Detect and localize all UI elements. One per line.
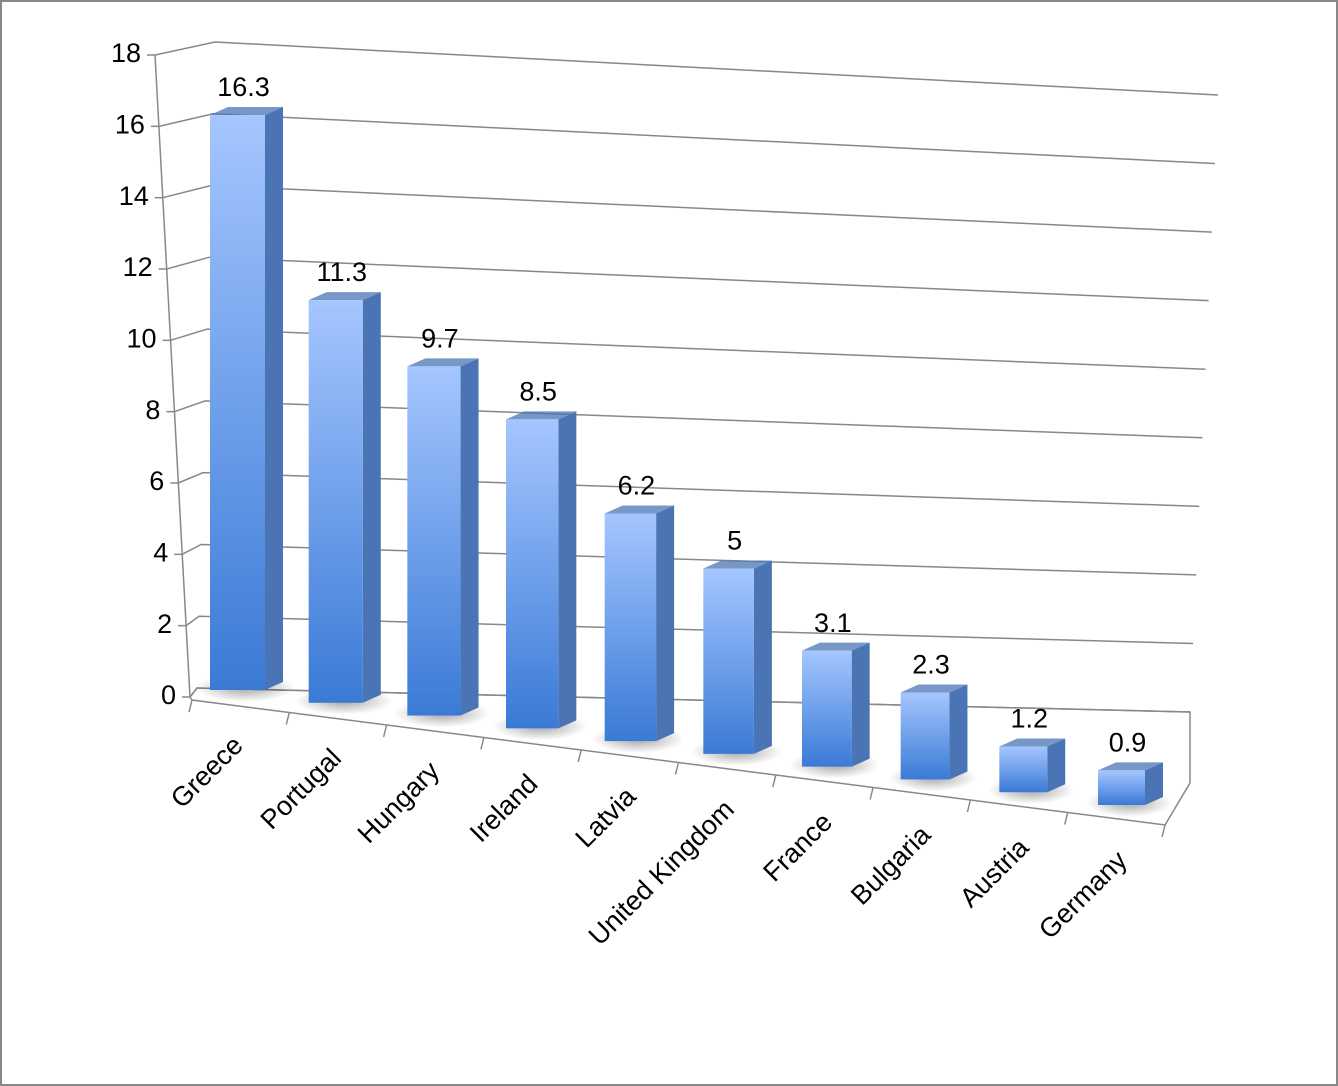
y-tick-label: 18 bbox=[111, 38, 141, 68]
bar-top bbox=[604, 505, 675, 514]
bar-side bbox=[656, 505, 675, 742]
bar bbox=[703, 568, 754, 754]
value-label: 11.3 bbox=[316, 257, 367, 287]
bar bbox=[802, 650, 852, 767]
bar-side bbox=[460, 358, 479, 716]
x-tick-mark bbox=[1161, 824, 1166, 838]
grid-line bbox=[170, 328, 1206, 370]
bar-side bbox=[558, 411, 577, 729]
bar-side bbox=[753, 560, 772, 754]
x-tick-mark bbox=[188, 699, 193, 713]
bar bbox=[999, 746, 1048, 793]
value-label: 3.1 bbox=[814, 608, 852, 638]
y-tick-label: 2 bbox=[157, 609, 172, 639]
x-tick-mark bbox=[285, 712, 291, 725]
bar bbox=[506, 419, 559, 729]
grid-line bbox=[178, 471, 1200, 508]
bar-top bbox=[900, 684, 968, 693]
x-tick-mark bbox=[674, 762, 680, 775]
grid-line bbox=[166, 256, 1209, 302]
y-tick-label: 4 bbox=[153, 537, 168, 567]
y-tick-label: 0 bbox=[161, 680, 176, 710]
bar-side bbox=[1047, 738, 1066, 793]
bar-top bbox=[703, 560, 772, 569]
value-label: 9.7 bbox=[421, 324, 459, 354]
bar-top bbox=[802, 642, 870, 651]
bar-side bbox=[949, 684, 968, 780]
y-tick-label: 12 bbox=[123, 252, 153, 282]
y-tick-label: 10 bbox=[127, 323, 157, 353]
x-tick-mark bbox=[577, 749, 582, 763]
bar bbox=[308, 300, 363, 703]
grid-line bbox=[181, 543, 1197, 576]
bar-side bbox=[1145, 762, 1163, 805]
value-label: 16.3 bbox=[217, 72, 270, 102]
x-tick-mark bbox=[966, 799, 972, 813]
value-label: 0.9 bbox=[1109, 727, 1147, 757]
x-tick-mark bbox=[382, 724, 388, 738]
value-label: 1.2 bbox=[1011, 704, 1049, 734]
grid-line bbox=[154, 41, 1219, 96]
y-tick-label: 14 bbox=[119, 181, 149, 211]
bar-side bbox=[265, 106, 283, 690]
x-tick-mark bbox=[772, 774, 777, 788]
y-tick-label: 16 bbox=[115, 109, 145, 139]
y-tick-label: 6 bbox=[149, 466, 164, 496]
bar bbox=[407, 366, 461, 716]
bar-top bbox=[506, 411, 577, 420]
bar bbox=[210, 114, 265, 690]
x-tick-mark bbox=[869, 787, 874, 800]
y-tick-label: 8 bbox=[145, 395, 160, 425]
bar-top bbox=[999, 738, 1066, 747]
bar-side bbox=[851, 642, 870, 767]
grid-line bbox=[185, 615, 1194, 645]
bar-top bbox=[1098, 762, 1163, 771]
x-tick-mark bbox=[480, 737, 485, 750]
bar bbox=[900, 692, 950, 780]
bar bbox=[604, 513, 657, 742]
bar-side bbox=[362, 292, 381, 703]
left-axis bbox=[154, 54, 191, 698]
bar-top bbox=[308, 292, 381, 301]
bar-top bbox=[407, 358, 479, 367]
value-label: 2.3 bbox=[912, 650, 950, 680]
value-label: 5 bbox=[727, 526, 742, 556]
value-label: 8.5 bbox=[519, 376, 557, 406]
bar bbox=[1098, 770, 1145, 805]
value-label: 6.2 bbox=[618, 471, 656, 501]
x-tick-mark bbox=[1063, 812, 1069, 825]
bar-top bbox=[210, 106, 283, 115]
grid-line bbox=[174, 400, 1203, 439]
